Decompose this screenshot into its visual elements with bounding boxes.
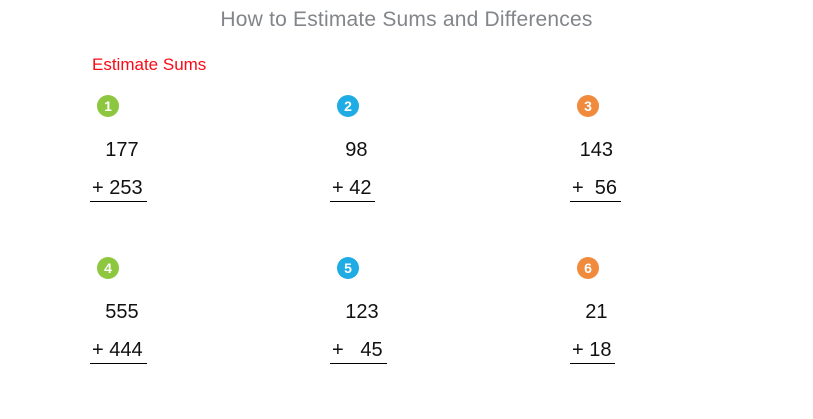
problem-4-number: 4 — [104, 260, 112, 276]
problem-5-number: 5 — [344, 260, 352, 276]
problem-1-number-badge: 1 — [97, 95, 119, 117]
problem-1-addend-bottom: + 253 — [90, 176, 147, 202]
problem-4-addend-bottom: + 444 — [90, 338, 147, 364]
problem-5-addend-top: 123 — [345, 301, 379, 323]
problem-1: 1 177 + 253 — [90, 95, 147, 202]
problem-2-addend-bottom: + 42 — [330, 176, 376, 202]
problem-6-number: 6 — [584, 260, 592, 276]
problem-5: 5 123 + 45 — [330, 257, 387, 364]
problem-3-number-badge: 3 — [577, 95, 599, 117]
problem-6-number-badge: 6 — [577, 257, 599, 279]
page-title: How to Estimate Sums and Differences — [220, 8, 593, 31]
problem-6: 6 21 + 18 — [570, 257, 616, 364]
problem-5-number-badge: 5 — [337, 257, 359, 279]
problem-2: 2 98 + 42 — [330, 95, 376, 202]
problem-1-number: 1 — [104, 98, 112, 114]
problem-2-addend-top: 98 — [345, 139, 368, 161]
problem-4-addend-top: 555 — [105, 301, 139, 323]
problem-4: 4 555 + 444 — [90, 257, 147, 364]
problem-2-number-badge: 2 — [337, 95, 359, 117]
section-label: Estimate Sums — [92, 55, 207, 74]
problem-4-number-badge: 4 — [97, 257, 119, 279]
problem-3-number: 3 — [584, 98, 592, 114]
problem-1-addend-top: 177 — [105, 139, 139, 161]
problem-3-addend-bottom: + 56 — [570, 176, 622, 202]
problem-6-addend-top: 21 — [585, 301, 608, 323]
problem-3: 3 143 + 56 — [570, 95, 622, 202]
problem-6-addend-bottom: + 18 — [570, 338, 616, 364]
problem-5-addend-bottom: + 45 — [330, 338, 387, 364]
problem-2-number: 2 — [344, 98, 352, 114]
problem-3-addend-top: 143 — [579, 139, 614, 161]
